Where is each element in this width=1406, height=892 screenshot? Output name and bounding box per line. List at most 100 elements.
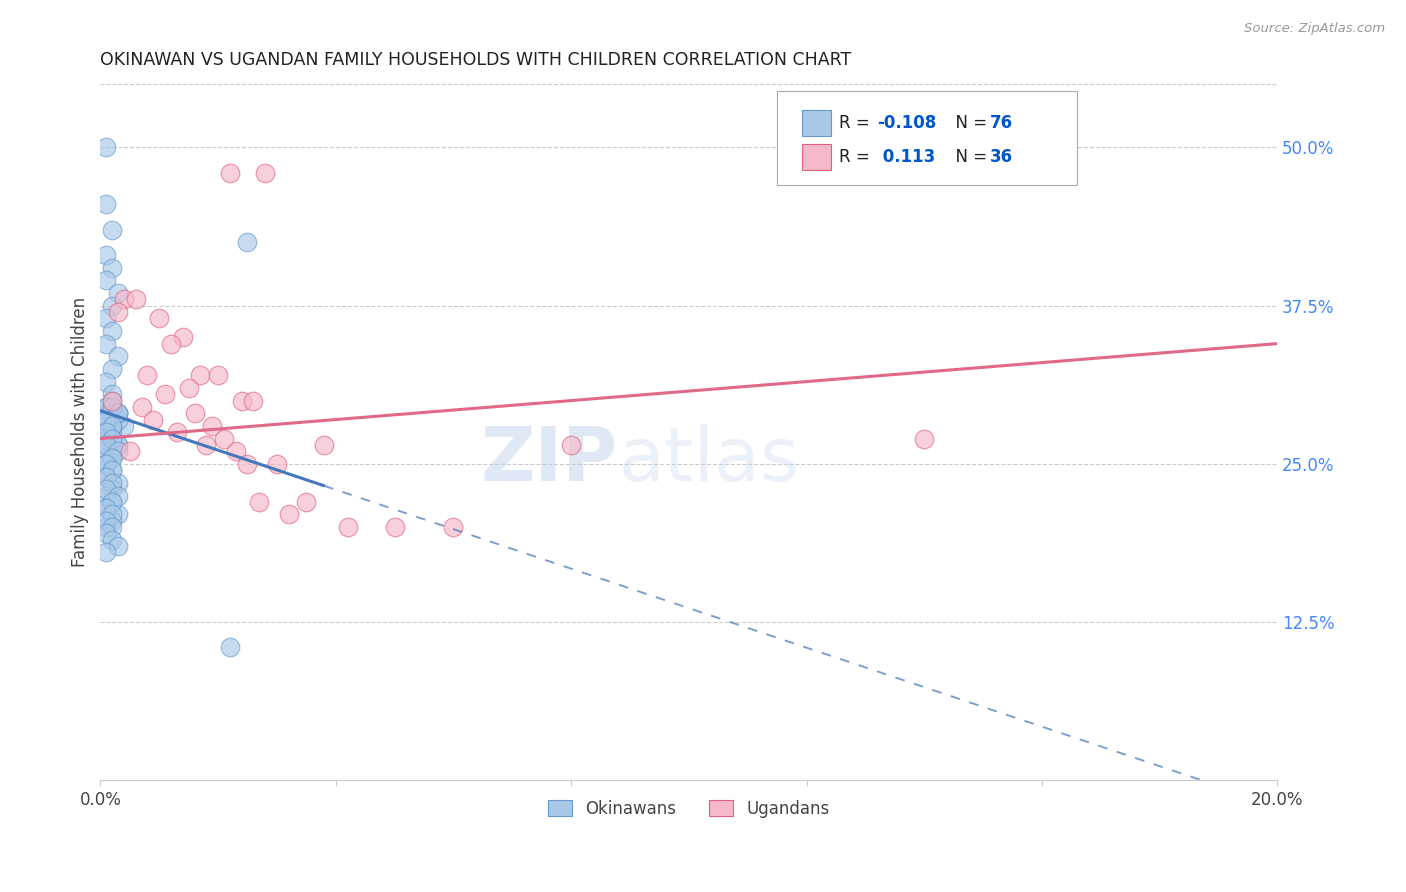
Point [96,545,118,559]
Point [96,514,118,528]
Point [96,197,118,211]
Point [312,438,335,452]
Point [101,463,124,477]
Point [336,520,359,534]
FancyBboxPatch shape [778,91,1077,185]
Point [101,450,124,465]
Point [166,425,188,440]
Point [101,463,124,477]
Point [96,418,118,433]
Point [96,248,118,262]
Point [225,444,247,458]
Point [107,412,129,426]
Point [101,260,124,275]
Point [153,387,176,401]
Point [242,393,264,408]
Point [96,412,118,426]
Point [101,418,124,433]
Text: 0.113: 0.113 [877,148,935,166]
Point [96,375,118,389]
Point [218,640,240,655]
Point [101,362,124,376]
Point [96,526,118,541]
Point [142,412,165,426]
Point [96,425,118,440]
Y-axis label: Family Households with Children: Family Households with Children [72,297,89,567]
Point [96,482,118,496]
Point [295,495,318,509]
Point [96,140,118,154]
Point [101,412,124,426]
Point [101,324,124,338]
Point [101,450,124,465]
Point [96,444,118,458]
Text: R =: R = [839,114,876,132]
Point [101,520,124,534]
Point [101,533,124,547]
Text: N =: N = [945,114,993,132]
Point [112,293,135,307]
Text: 36: 36 [990,148,1014,166]
Point [107,508,129,522]
Point [560,438,582,452]
Point [96,488,118,502]
Point [231,393,253,408]
Point [101,514,124,528]
Point [96,469,118,483]
Point [160,336,183,351]
Point [101,495,124,509]
Point [96,273,118,287]
Point [254,166,277,180]
Point [118,444,141,458]
Text: Source: ZipAtlas.com: Source: ZipAtlas.com [1244,22,1385,36]
Point [177,381,200,395]
Point [201,418,224,433]
Point [101,299,124,313]
Point [912,432,935,446]
Text: OKINAWAN VS UGANDAN FAMILY HOUSEHOLDS WITH CHILDREN CORRELATION CHART: OKINAWAN VS UGANDAN FAMILY HOUSEHOLDS WI… [100,51,852,69]
Point [107,406,129,420]
Point [441,520,464,534]
FancyBboxPatch shape [801,144,831,170]
Point [101,475,124,490]
Point [107,285,129,300]
Point [96,501,118,516]
Point [148,311,170,326]
Point [101,482,124,496]
Point [96,400,118,414]
Point [101,406,124,420]
Point [172,330,194,344]
Point [101,495,124,509]
Text: 76: 76 [990,114,1014,132]
Point [101,400,124,414]
Point [96,412,118,426]
Point [96,400,118,414]
Point [136,368,159,383]
Point [107,444,129,458]
Point [236,457,259,471]
Point [124,293,146,307]
Point [112,418,135,433]
Point [266,457,288,471]
Point [384,520,406,534]
Point [218,166,240,180]
Point [96,457,118,471]
Point [101,432,124,446]
Point [183,406,205,420]
Point [96,520,118,534]
Point [212,432,235,446]
Point [101,393,124,408]
Point [101,418,124,433]
Point [107,406,129,420]
Point [247,495,270,509]
Point [107,539,129,553]
Point [107,438,129,452]
Point [101,444,124,458]
Text: N =: N = [945,148,993,166]
Point [96,438,118,452]
Point [236,235,259,250]
Point [101,387,124,401]
Point [96,336,118,351]
Point [131,400,153,414]
Point [96,469,118,483]
